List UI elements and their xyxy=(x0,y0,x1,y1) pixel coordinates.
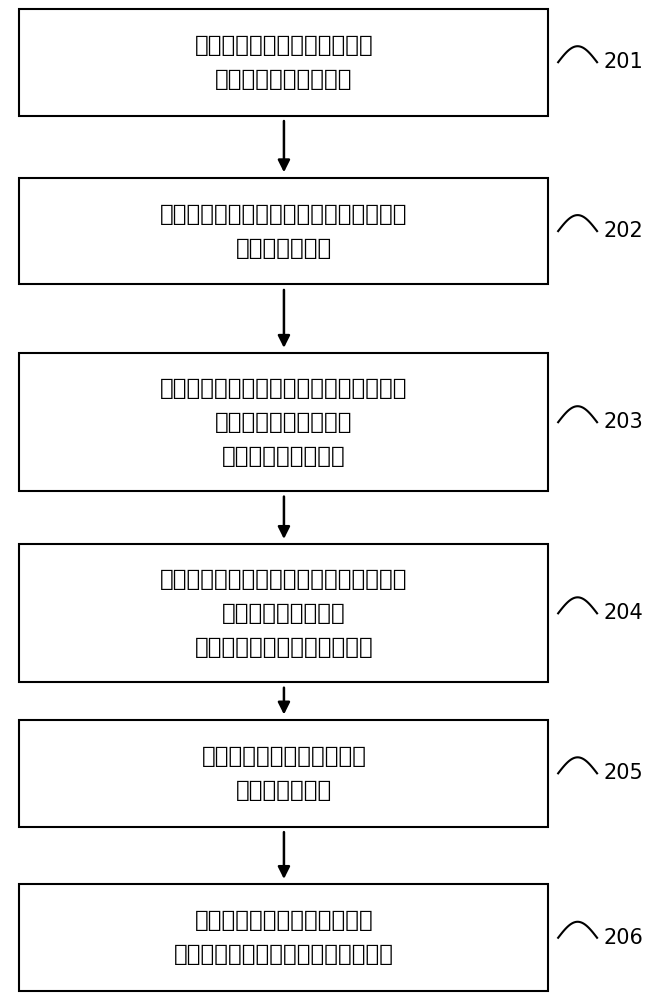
Bar xyxy=(19,9,548,116)
Bar xyxy=(19,544,548,682)
Text: 扫描经过复诊调磨和患者自身咀嚼磨耗后
的诊断义齿的咬合面，
获得咬合面三维数据: 扫描经过复诊调磨和患者自身咀嚼磨耗后 的诊断义齿的咬合面， 获得咬合面三维数据 xyxy=(160,377,408,468)
Text: 根据全口义齿三维数据，采用低耐磨度材
料制作诊断义齿: 根据全口义齿三维数据，采用低耐磨度材 料制作诊断义齿 xyxy=(160,203,408,260)
Text: 基于患者无牙颌功能压力印模
确定全口义齿三维数据: 基于患者无牙颌功能压力印模 确定全口义齿三维数据 xyxy=(195,34,373,91)
Text: 201: 201 xyxy=(604,52,643,72)
Text: 202: 202 xyxy=(604,221,643,241)
Bar xyxy=(19,178,548,284)
Text: 204: 204 xyxy=(604,603,643,623)
Text: 206: 206 xyxy=(604,928,643,948)
Text: 203: 203 xyxy=(604,412,643,432)
Text: 根据全口义齿三维数据制作
初成型全口义齿: 根据全口义齿三维数据制作 初成型全口义齿 xyxy=(201,745,367,802)
Bar xyxy=(19,720,548,827)
Text: 205: 205 xyxy=(604,763,643,783)
Bar xyxy=(19,353,548,491)
Bar xyxy=(19,884,548,991)
Text: 根据咬合面需要调磨掉的数据
调整初成型全口义齿，获得全口义齿: 根据咬合面需要调磨掉的数据 调整初成型全口义齿，获得全口义齿 xyxy=(174,909,394,966)
Text: 将咬合面三维数据与全口义齿三维数据的
咬合面做布尔运算，
获取咬合面需要调磨掉的数据: 将咬合面三维数据与全口义齿三维数据的 咬合面做布尔运算， 获取咬合面需要调磨掉的… xyxy=(160,568,408,659)
